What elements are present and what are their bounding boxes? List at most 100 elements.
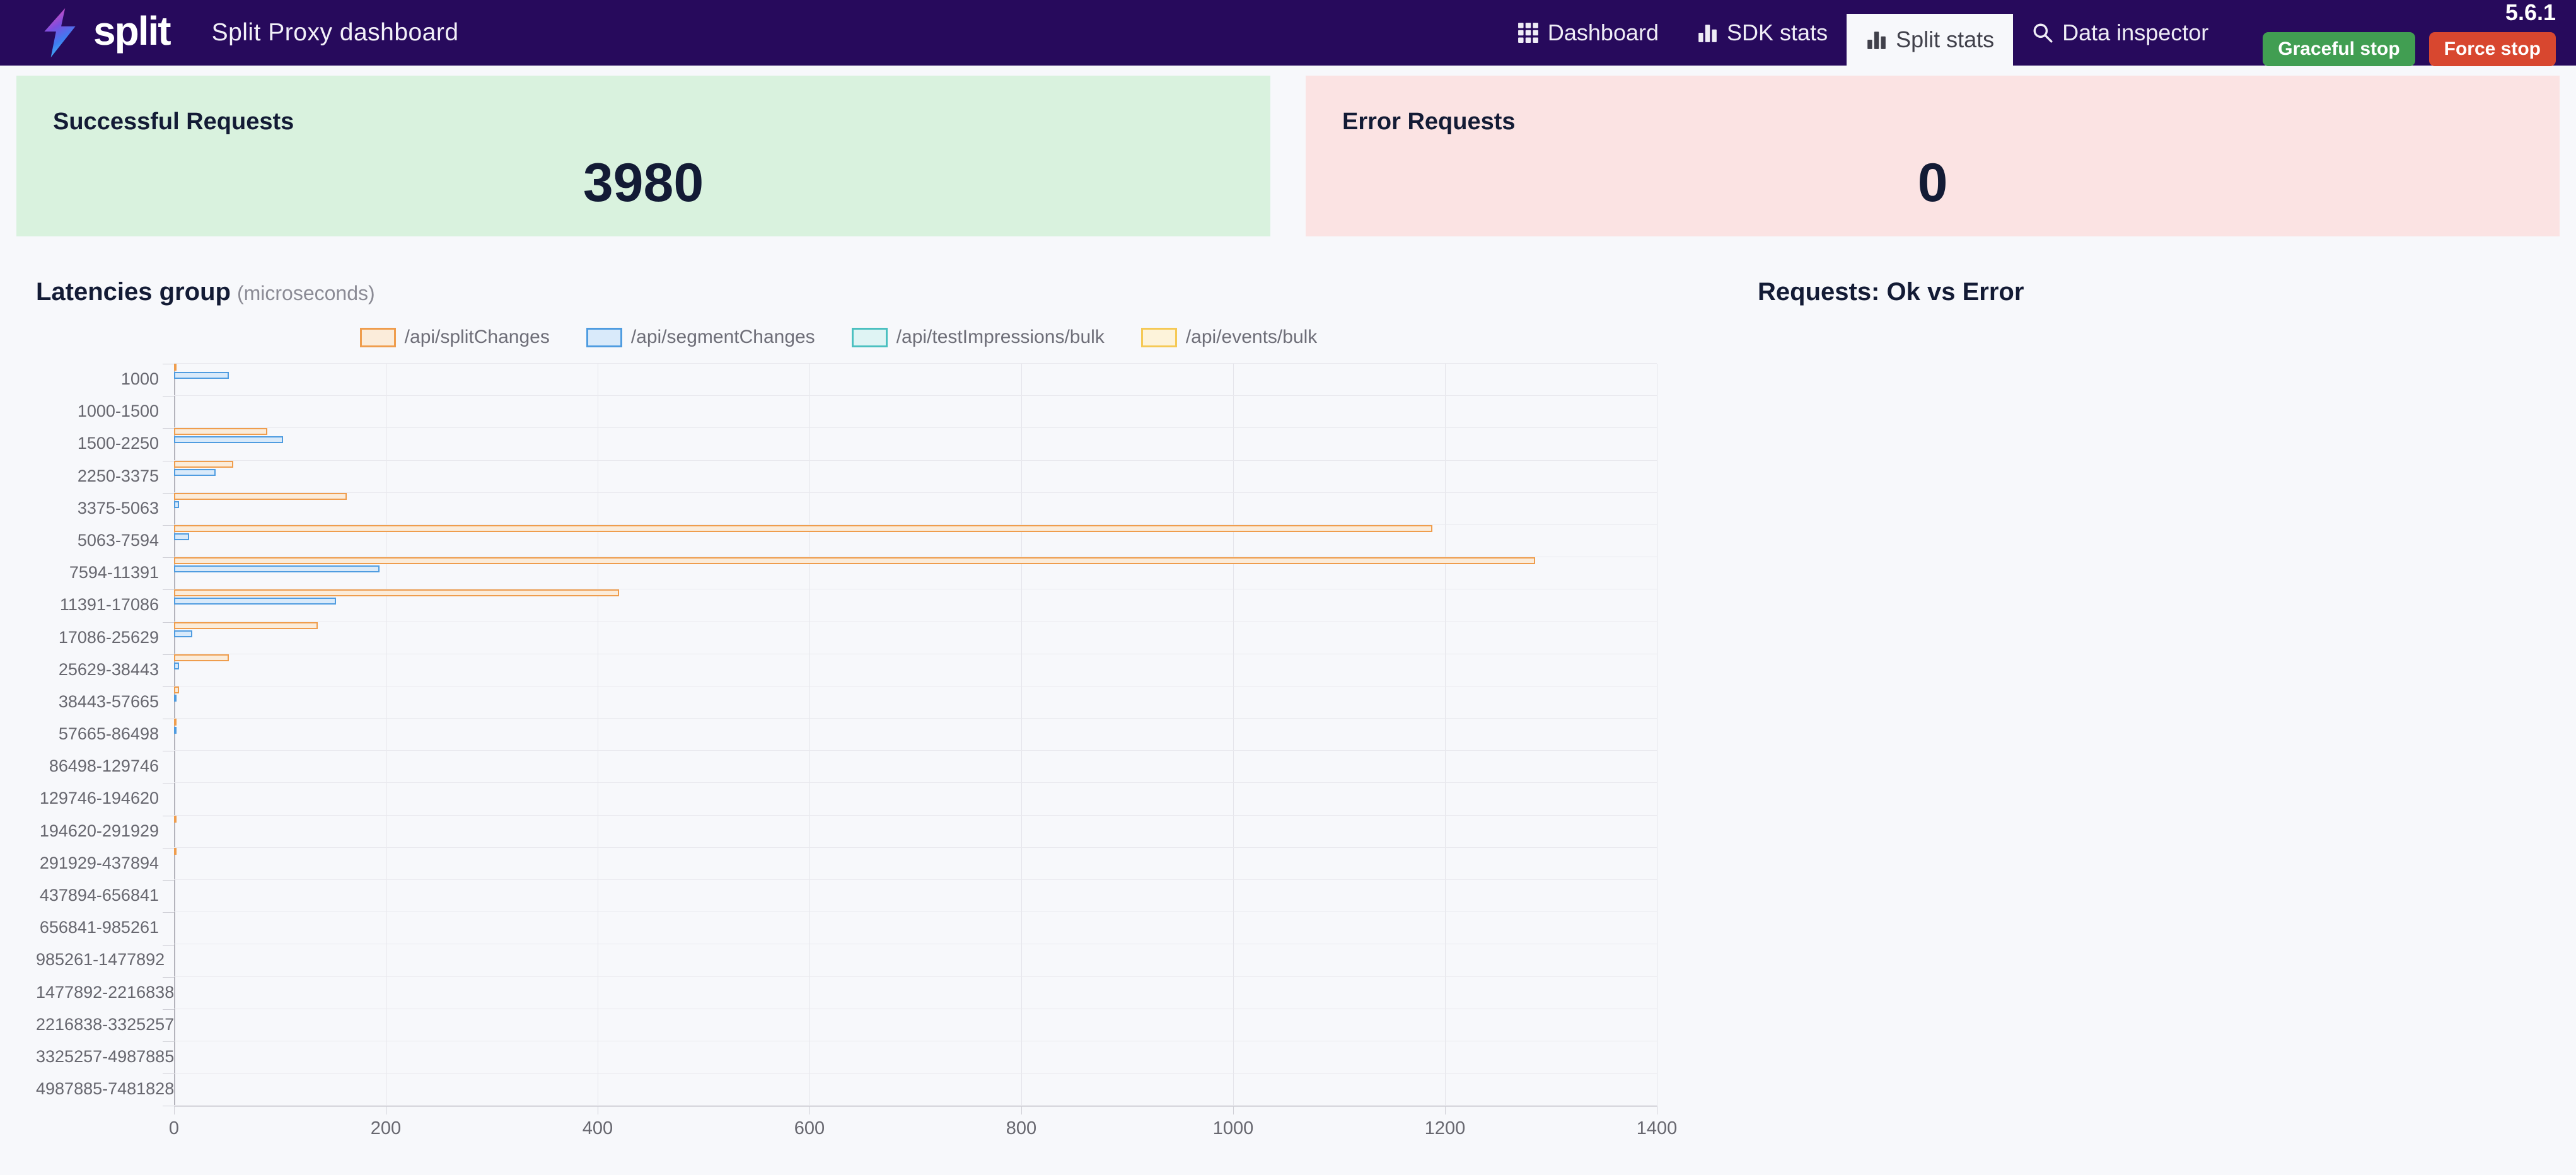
latency-row: [174, 396, 1657, 429]
y-axis-label: 57665-86498: [58, 724, 159, 744]
grid-line: [1233, 364, 1234, 1106]
legend-item[interactable]: /api/events/bulk: [1140, 327, 1318, 348]
y-axis-label: 86498-129746: [49, 756, 159, 776]
latency-bar: [174, 492, 347, 500]
latencies-panel: Latencies group (microseconds) /api/split…: [0, 236, 1677, 1138]
card-title: Error Requests: [1342, 108, 1516, 135]
y-tick-mark: [163, 557, 174, 559]
y-axis-label: 38443-57665: [58, 692, 159, 711]
bar-chart-icon: [1698, 25, 1717, 42]
x-tick-mark: [1021, 1106, 1022, 1115]
x-axis-label: 1400: [1636, 1118, 1678, 1139]
legend-item[interactable]: /api/splitChanges: [359, 327, 550, 348]
latency-bar: [174, 372, 229, 379]
latency-row: [174, 686, 1657, 719]
y-axis-label: 3325257-4987885: [36, 1046, 175, 1066]
latency-bar: [174, 815, 177, 823]
y-tick-mark: [163, 1009, 174, 1010]
y-axis-label: 1000-1500: [77, 402, 159, 421]
tab-label: Split stats: [1896, 26, 1995, 52]
latency-bar: [174, 727, 177, 734]
graceful-stop-button[interactable]: Graceful stop: [2263, 32, 2415, 66]
force-stop-button[interactable]: Force stop: [2428, 32, 2556, 66]
y-tick-mark: [163, 525, 174, 526]
y-tick-mark: [163, 944, 174, 946]
x-axis-label: 600: [794, 1118, 825, 1139]
y-axis-label: 17086-25629: [58, 627, 159, 647]
latency-row: [174, 492, 1657, 525]
legend-swatch: [586, 327, 622, 347]
y-tick-mark: [163, 1041, 174, 1043]
legend-item[interactable]: /api/testImpressions/bulk: [851, 327, 1105, 348]
latency-row: [174, 880, 1657, 913]
y-axis-label: 656841-985261: [39, 918, 159, 937]
y-axis-label: 2250-3375: [77, 466, 159, 485]
legend-label: /api/events/bulk: [1185, 327, 1318, 347]
latencies-title-text: Latencies group: [36, 278, 231, 306]
tab-sdk-stats[interactable]: SDK stats: [1678, 0, 1847, 66]
tab-label: Data inspector: [2062, 20, 2209, 45]
stat-cards: Successful Requests 3980 Error Requests …: [16, 76, 2560, 236]
grid-line: [1445, 364, 1446, 1106]
latency-bar: [174, 622, 318, 629]
latency-chart: 1000 1000-1500 1500-2250 2250-3375 3375-5063…: [36, 363, 1677, 1138]
latency-bar: [174, 525, 1432, 533]
latency-bar: [174, 468, 216, 476]
y-axis-label: 129746-194620: [39, 789, 159, 808]
latency-row: [174, 1041, 1657, 1074]
header-right: 5.6.1 Graceful stop Force stop: [2263, 0, 2560, 66]
y-axis-label: 4987885-7481828: [36, 1079, 175, 1099]
legend-swatch: [359, 327, 396, 347]
requests-title: Requests: Ok vs Error: [1758, 278, 2024, 306]
tab-split-stats[interactable]: Split stats: [1847, 14, 2014, 66]
legend-label: /api/splitChanges: [404, 327, 550, 347]
latency-bar: [174, 501, 180, 508]
x-axis-label: 1000: [1212, 1118, 1254, 1139]
legend-item[interactable]: /api/segmentChanges: [586, 327, 815, 348]
y-tick-mark: [163, 589, 174, 591]
legend-swatch: [851, 327, 888, 347]
x-tick-mark: [1233, 1106, 1234, 1115]
y-axis-line: [174, 364, 175, 1106]
latency-bar: [174, 847, 177, 855]
legend-swatch: [1140, 327, 1177, 347]
latency-row: [174, 622, 1657, 654]
grid-icon: [1517, 23, 1538, 43]
latencies-title: Latencies group (microseconds): [36, 278, 1677, 306]
latency-bar: [174, 565, 380, 573]
error-requests-card: Error Requests 0: [1306, 76, 2560, 236]
x-axis-label: 800: [1006, 1118, 1037, 1139]
latency-row: [174, 460, 1657, 493]
latency-row: [174, 1074, 1657, 1106]
latency-row: [174, 557, 1657, 590]
latency-row: [174, 977, 1657, 1009]
latency-bar: [174, 598, 337, 605]
y-tick-mark: [163, 686, 174, 687]
y-axis-label: 7594-11391: [69, 563, 159, 582]
latency-legend: /api/splitChanges/api/segmentChanges/api…: [0, 325, 1677, 349]
error-requests-value: 0: [1917, 153, 1948, 213]
latency-bar: [174, 630, 192, 637]
latency-row: [174, 364, 1657, 396]
x-tick-mark: [1445, 1106, 1446, 1115]
tab-data-inspector[interactable]: Data inspector: [2013, 0, 2227, 66]
card-title: Successful Requests: [53, 108, 294, 135]
successful-requests-value: 3980: [583, 153, 704, 213]
latency-plot: 0 200 400 600 800 1000 1200 1400: [163, 363, 1677, 1138]
latency-bar: [174, 662, 180, 669]
grid-line: [809, 364, 810, 1106]
latency-row: [174, 815, 1657, 848]
y-tick-mark: [163, 622, 174, 623]
y-tick-mark: [163, 880, 174, 881]
y-tick-mark: [163, 912, 174, 913]
y-axis-label: 437894-656841: [39, 886, 159, 905]
split-logo-icon: [44, 8, 76, 57]
y-axis-label: 3375-5063: [77, 498, 159, 518]
y-tick-mark: [163, 976, 174, 978]
main-content: Latencies group (microseconds) /api/split…: [0, 236, 2576, 1138]
latency-bar: [174, 364, 177, 371]
tab-dashboard[interactable]: Dashboard: [1499, 0, 1678, 66]
bar-chart-icon: [1867, 32, 1886, 49]
logo-wordmark: split: [93, 8, 171, 54]
requests-panel: Requests: Ok vs Error: [1677, 236, 2576, 1107]
